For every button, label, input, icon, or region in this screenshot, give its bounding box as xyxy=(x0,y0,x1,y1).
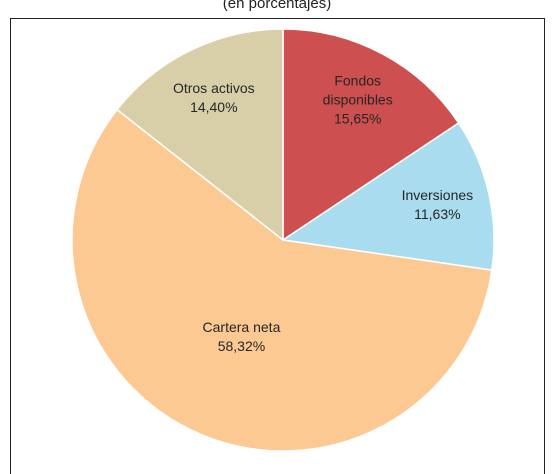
slice-label: Otros activos 14,40% xyxy=(159,79,269,117)
slice-value: 11,63% xyxy=(414,206,461,223)
slice-name: Otros activos xyxy=(172,79,255,96)
slice-value: 15,65% xyxy=(333,110,382,127)
slice-value: 58,32% xyxy=(217,337,266,354)
slice-value: 14,40% xyxy=(190,98,238,115)
pie-slice xyxy=(71,108,493,452)
slice-name: Cartera neta xyxy=(202,318,281,335)
slice-label: Inversiones 11,63% xyxy=(382,186,492,224)
chart-title: (en porcentajes) xyxy=(223,0,331,12)
slice-label: Fondos disponibles 15,65% xyxy=(303,72,413,129)
pie xyxy=(71,28,495,452)
slice-name: Inversiones xyxy=(401,187,474,204)
pie-slice xyxy=(116,28,284,242)
pie-slice xyxy=(282,28,460,242)
slice-label: Cartera neta 58,32% xyxy=(186,318,296,356)
slice-name: Fondos disponibles xyxy=(322,72,393,108)
pie-slice xyxy=(280,122,495,271)
